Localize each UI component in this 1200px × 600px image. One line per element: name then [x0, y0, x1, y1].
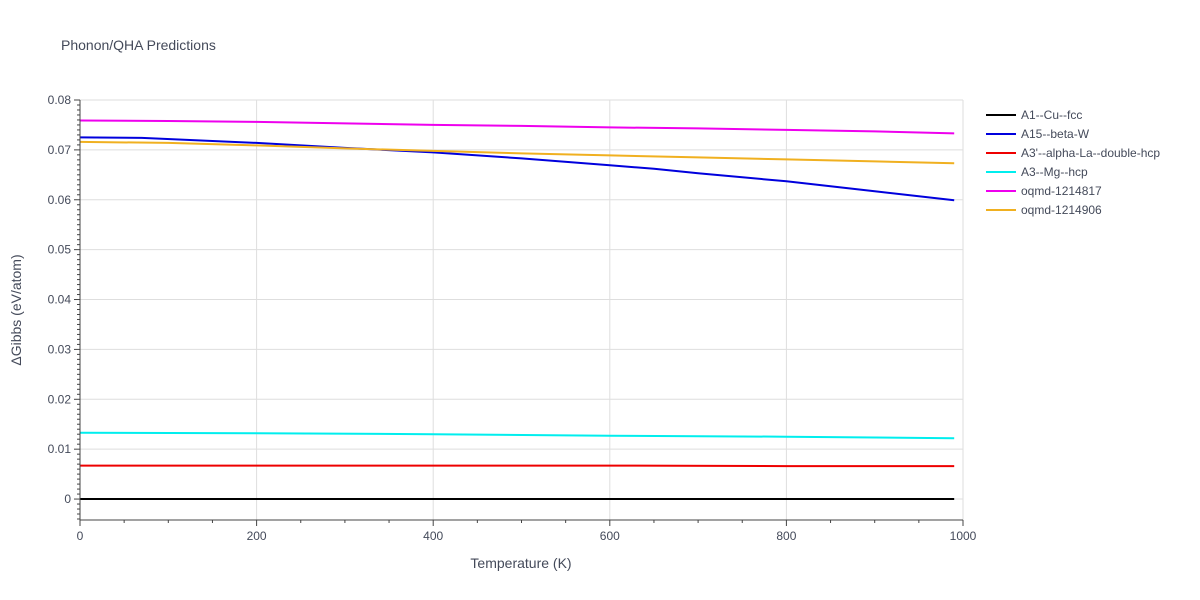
y-axis-title: ΔGibbs (eV/atom): [8, 254, 24, 365]
legend-label: A15--beta-W: [1021, 127, 1090, 141]
y-tick-label: 0.07: [48, 143, 72, 157]
y-tick-label: 0.02: [48, 392, 72, 406]
series-line-A3--Mg--hcp: [79, 431, 955, 440]
chart-title: Phonon/QHA Predictions: [61, 37, 216, 53]
y-tick-label: 0.06: [48, 193, 72, 207]
plot-area: [79, 119, 955, 500]
legend-label: oqmd-1214817: [1021, 184, 1102, 198]
grid: [80, 99, 964, 520]
y-tick-label: 0.01: [48, 442, 72, 456]
series-line-A15--beta-W: [79, 136, 955, 202]
legend: A1--Cu--fcc A15--beta-W A3'--alpha-La--dou…: [986, 108, 1160, 217]
x-tick-label: 0: [77, 529, 84, 543]
x-tick-label: 200: [247, 529, 267, 543]
y-tick-label: 0.05: [48, 243, 72, 257]
legend-label: oqmd-1214906: [1021, 203, 1102, 217]
legend-label: A3--Mg--hcp: [1021, 165, 1088, 179]
y-tick-label: 0.08: [48, 93, 72, 107]
series-line-oqmd-1214817: [79, 119, 955, 135]
y-tick-label: 0.04: [48, 293, 72, 307]
y-tick-label: 0.03: [48, 342, 72, 356]
x-tick-label: 1000: [950, 529, 977, 543]
y-tick-label: 0: [64, 492, 71, 506]
axes: [79, 100, 963, 521]
x-tick-label: 600: [600, 529, 620, 543]
y-axis-ticks: 0 0.01 0.02 0.03 0.04 0.05 0.06 0.07 0.08: [48, 93, 80, 520]
legend-label: A3'--alpha-La--double-hcp: [1021, 146, 1160, 160]
series-line-oqmd-1214906: [79, 140, 955, 165]
x-axis-ticks: 0 200 400 600 800 1000: [77, 520, 977, 543]
legend-label: A1--Cu--fcc: [1021, 108, 1082, 122]
series-line-A3'--alpha-La--double-hcp: [80, 464, 955, 468]
x-tick-label: 800: [776, 529, 796, 543]
x-tick-label: 400: [423, 529, 443, 543]
x-axis-title: Temperature (K): [470, 555, 571, 571]
